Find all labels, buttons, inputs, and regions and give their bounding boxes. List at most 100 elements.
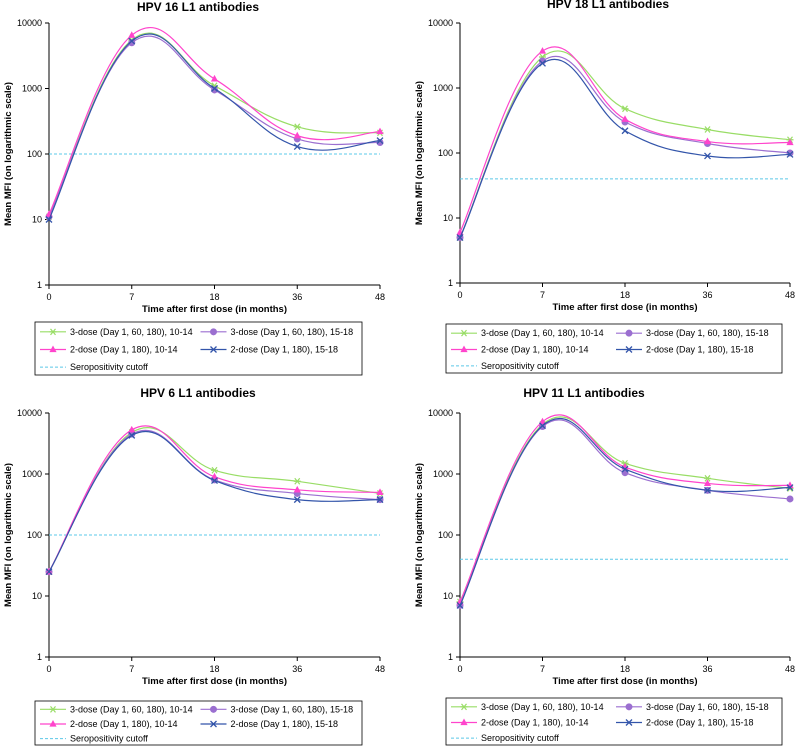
data-point bbox=[293, 496, 301, 504]
legend-entry: 2-dose (Day 1, 180), 15-18 bbox=[231, 345, 339, 355]
legend-swatch-marker bbox=[625, 329, 633, 337]
chart-title: HPV 18 L1 antibodies bbox=[547, 0, 669, 11]
x-tick-label: 7 bbox=[129, 292, 134, 302]
x-tick-label: 36 bbox=[702, 664, 712, 674]
data-point bbox=[786, 495, 794, 503]
data-point bbox=[128, 431, 136, 439]
x-tick-label: 36 bbox=[292, 292, 302, 302]
series-line bbox=[48, 32, 381, 218]
legend-entry: 2-dose (Day 1, 180), 10-14 bbox=[481, 345, 589, 355]
data-point bbox=[211, 85, 218, 92]
x-axis-label: Time after first dose (in months) bbox=[142, 676, 287, 687]
data-point bbox=[211, 466, 218, 474]
legend-entry: 3-dose (Day 1, 60, 180), 10-14 bbox=[481, 328, 604, 338]
data-point bbox=[703, 137, 712, 145]
data-point bbox=[376, 137, 384, 145]
y-tick-label: 1000 bbox=[433, 83, 453, 93]
data-point bbox=[621, 105, 629, 113]
data-point bbox=[704, 152, 711, 160]
legend-entry: 2-dose (Day 1, 180), 15-18 bbox=[646, 345, 754, 355]
data-point bbox=[45, 216, 53, 223]
data-point bbox=[786, 150, 794, 158]
legend-entry: 3-dose (Day 1, 60, 180), 10-14 bbox=[70, 327, 193, 337]
y-tick-label: 100 bbox=[27, 530, 42, 540]
data-point bbox=[704, 474, 711, 482]
data-point bbox=[786, 484, 794, 491]
y-tick-label: 10000 bbox=[17, 408, 42, 418]
legend: 3-dose (Day 1, 60, 180), 10-14 2-dose (Da… bbox=[445, 323, 783, 374]
legend-entry: 2-dose (Day 1, 180), 15-18 bbox=[231, 719, 339, 729]
series-line bbox=[459, 50, 791, 238]
data-point bbox=[703, 479, 712, 487]
legend-swatch-marker bbox=[625, 703, 633, 711]
chart-panel: HPV 6 L1 antibodies 1 10 100 1000 10000 0 7 18 36… bbox=[3, 386, 385, 746]
legend-entry-cutoff: Seropositivity cutoff bbox=[481, 733, 559, 743]
series-line bbox=[48, 425, 381, 573]
y-axis-label: Mean MFI (on logarithmic scale) bbox=[414, 81, 425, 225]
series-line bbox=[459, 416, 791, 603]
data-point bbox=[786, 138, 794, 146]
y-axis-label: Mean MFI (on logarithmic scale) bbox=[3, 463, 14, 607]
x-axis-label: Time after first dose (in months) bbox=[553, 302, 698, 313]
y-tick-label: 1000 bbox=[22, 84, 42, 94]
x-tick-label: 7 bbox=[129, 664, 134, 674]
series-line bbox=[48, 35, 381, 218]
chart-title: HPV 6 L1 antibodies bbox=[140, 386, 256, 400]
y-tick-label: 100 bbox=[438, 530, 453, 540]
chart-title: HPV 16 L1 antibodies bbox=[137, 0, 259, 14]
data-point bbox=[128, 425, 136, 433]
data-point bbox=[211, 477, 218, 485]
data-point bbox=[128, 37, 136, 45]
data-point bbox=[293, 143, 301, 150]
data-point bbox=[376, 127, 384, 135]
y-tick-label: 1 bbox=[448, 278, 453, 288]
x-tick-label: 48 bbox=[375, 292, 385, 302]
data-point bbox=[293, 477, 301, 485]
legend-box bbox=[445, 323, 783, 374]
x-tick-label: 0 bbox=[46, 292, 51, 302]
x-axis-label: Time after first dose (in months) bbox=[553, 676, 698, 687]
legend-entry: 3-dose (Day 1, 60, 180), 10-14 bbox=[70, 704, 193, 714]
x-tick-label: 36 bbox=[292, 664, 302, 674]
y-tick-label: 1 bbox=[37, 652, 42, 662]
x-tick-label: 0 bbox=[457, 290, 462, 300]
legend-swatch-marker bbox=[49, 328, 57, 336]
series-line bbox=[459, 46, 791, 233]
data-point bbox=[456, 234, 464, 242]
legend-entry: 3-dose (Day 1, 60, 180), 15-18 bbox=[231, 704, 354, 714]
data-point bbox=[376, 496, 384, 504]
data-point bbox=[210, 472, 219, 480]
data-point bbox=[293, 485, 301, 493]
series-line bbox=[459, 419, 791, 606]
legend-swatch-marker bbox=[49, 705, 57, 713]
data-point bbox=[293, 131, 301, 139]
series-line bbox=[48, 426, 381, 573]
y-tick-label: 100 bbox=[27, 149, 42, 159]
chart-panel: HPV 11 L1 antibodies 1 10 100 1000 10000 0 7 18 3… bbox=[414, 386, 795, 746]
y-axis-label: Mean MFI (on logarithmic scale) bbox=[414, 463, 425, 607]
y-tick-label: 10 bbox=[32, 215, 42, 225]
legend-entry: 2-dose (Day 1, 180), 10-14 bbox=[481, 718, 589, 728]
legend-entry: 2-dose (Day 1, 180), 15-18 bbox=[646, 718, 754, 728]
data-point bbox=[210, 74, 219, 82]
y-tick-label: 100 bbox=[438, 148, 453, 158]
x-tick-label: 18 bbox=[620, 664, 630, 674]
data-point bbox=[293, 123, 301, 131]
legend-swatch-marker bbox=[460, 718, 468, 726]
x-tick-label: 18 bbox=[620, 290, 630, 300]
legend-entry-cutoff: Seropositivity cutoff bbox=[481, 361, 559, 371]
chart-panel: HPV 16 L1 antibodies 1 10 100 1000 10000 0 7 18 3… bbox=[3, 0, 385, 376]
data-point bbox=[704, 126, 711, 133]
series-line bbox=[48, 430, 381, 573]
y-tick-label: 10000 bbox=[428, 408, 453, 418]
legend-entry: 3-dose (Day 1, 60, 180), 10-14 bbox=[481, 702, 604, 712]
legend-swatch-marker bbox=[49, 345, 57, 353]
legend-swatch-marker bbox=[460, 329, 468, 337]
series-line bbox=[459, 414, 791, 603]
legend: 3-dose (Day 1, 60, 180), 10-14 2-dose (Da… bbox=[34, 700, 363, 746]
legend-entry: 3-dose (Day 1, 60, 180), 15-18 bbox=[646, 328, 769, 338]
legend-entry-cutoff: Seropositivity cutoff bbox=[70, 734, 148, 744]
x-tick-label: 18 bbox=[209, 664, 219, 674]
legend: 3-dose (Day 1, 60, 180), 10-14 2-dose (Da… bbox=[445, 697, 783, 746]
